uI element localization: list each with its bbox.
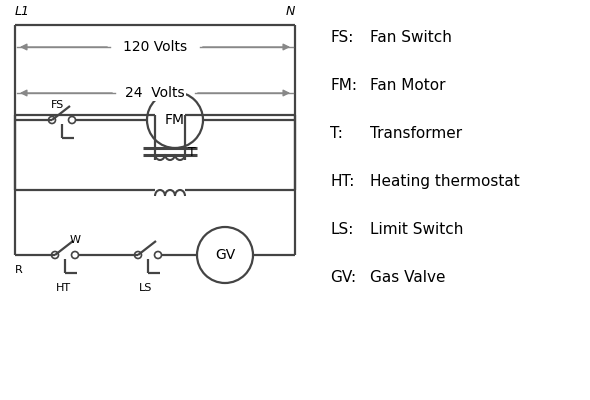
Text: T:: T: xyxy=(330,126,343,141)
Text: Fan Motor: Fan Motor xyxy=(370,78,445,93)
Text: Fan Switch: Fan Switch xyxy=(370,30,452,45)
Text: T: T xyxy=(188,146,196,158)
Text: R: R xyxy=(15,265,23,275)
Text: FM:: FM: xyxy=(330,78,357,93)
Text: GV:: GV: xyxy=(330,270,356,285)
Text: LS: LS xyxy=(139,283,153,293)
Text: N: N xyxy=(286,5,295,18)
Text: Gas Valve: Gas Valve xyxy=(370,270,445,285)
Text: L1: L1 xyxy=(15,5,30,18)
Text: HT:: HT: xyxy=(330,174,355,189)
Text: GV: GV xyxy=(215,248,235,262)
Text: Heating thermostat: Heating thermostat xyxy=(370,174,520,189)
Text: LS:: LS: xyxy=(330,222,353,237)
Text: 120 Volts: 120 Volts xyxy=(123,40,187,54)
Text: Transformer: Transformer xyxy=(370,126,462,141)
Text: FS:: FS: xyxy=(330,30,353,45)
Text: FM: FM xyxy=(165,113,185,127)
Text: 24  Volts: 24 Volts xyxy=(125,86,185,100)
Text: Limit Switch: Limit Switch xyxy=(370,222,463,237)
Text: FS: FS xyxy=(51,100,65,110)
Text: W: W xyxy=(70,235,80,245)
Text: HT: HT xyxy=(55,283,71,293)
